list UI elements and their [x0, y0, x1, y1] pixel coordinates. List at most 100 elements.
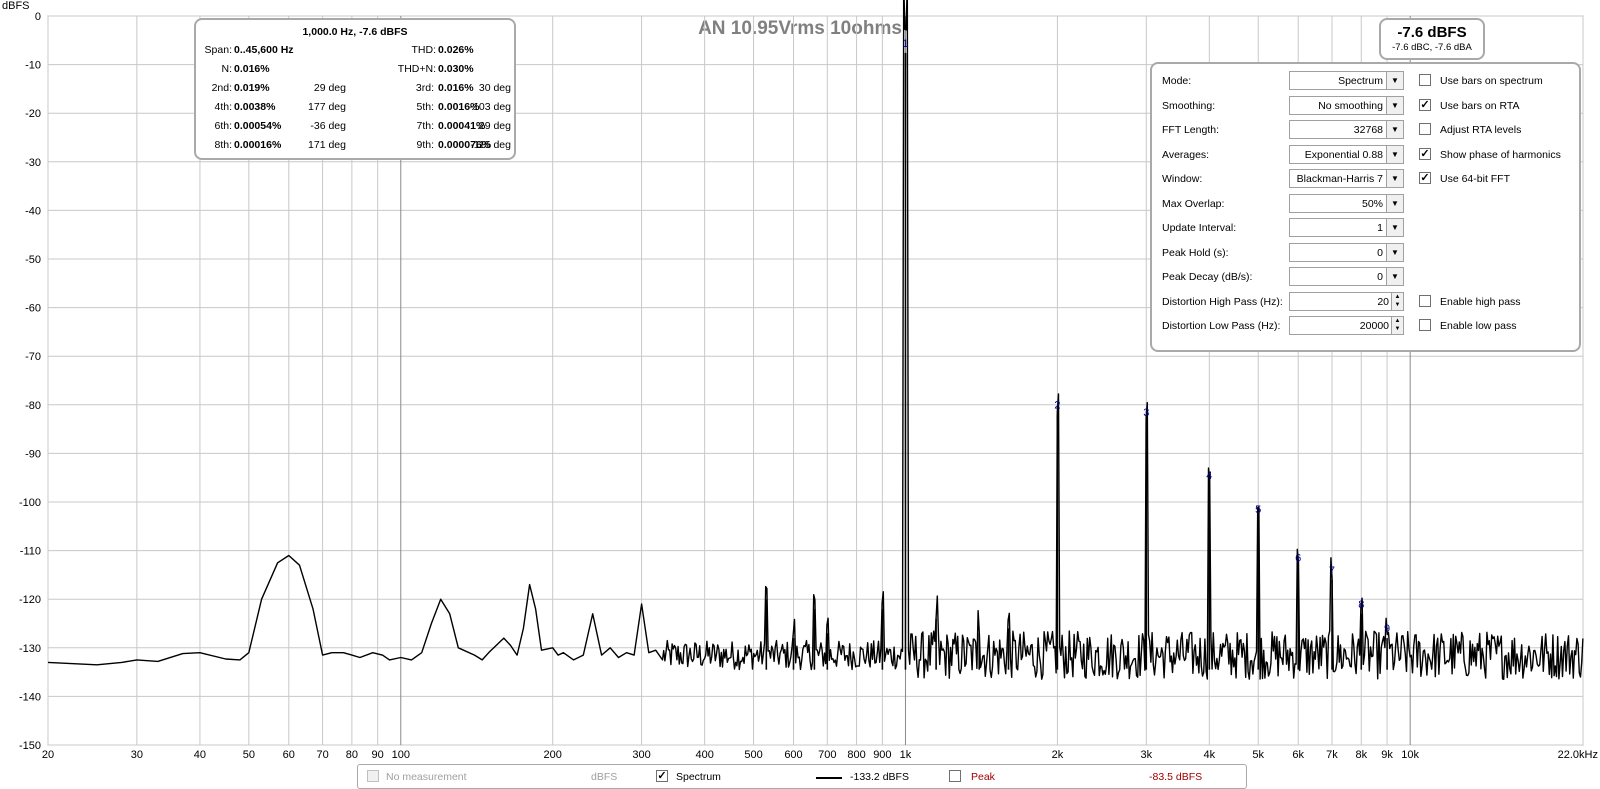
dropdown-arrow-icon[interactable]: ▼: [1386, 72, 1403, 89]
setting-dropdown[interactable]: 0 ▼: [1289, 242, 1404, 262]
harmonic-label: 8th:: [214, 139, 232, 151]
x-tick-label: 5k: [1252, 749, 1264, 761]
setting-checkbox[interactable]: ✓: [1419, 98, 1431, 111]
x-tick-label: 22.0kHz: [1558, 749, 1598, 761]
setting-spinbox[interactable]: 20000 ▲ ▼: [1289, 316, 1404, 335]
setting-dropdown[interactable]: Spectrum ▼: [1289, 71, 1404, 90]
setting-value: 32768: [1353, 124, 1383, 136]
harmonic-label: 9th:: [416, 139, 434, 151]
x-tick-label: 400: [695, 749, 713, 761]
setting-checkbox-label[interactable]: Enable low pass: [1440, 320, 1517, 332]
y-tick-label: -140: [19, 691, 41, 703]
dropdown-arrow-icon[interactable]: ▼: [1386, 268, 1403, 285]
setting-dropdown[interactable]: Blackman-Harris 7 ▼: [1289, 169, 1404, 188]
x-tick-label: 6k: [1292, 749, 1304, 761]
peak-checkbox[interactable]: [949, 770, 961, 782]
y-tick-label: -110: [20, 546, 41, 558]
x-tick-label: 600: [784, 749, 802, 761]
dropdown-arrow-icon[interactable]: ▼: [1386, 194, 1403, 212]
setting-dropdown[interactable]: 0 ▼: [1289, 267, 1404, 286]
harmonic-level: 0.0016%: [438, 101, 480, 113]
spin-arrows-icon[interactable]: ▲ ▼: [1391, 317, 1403, 334]
setting-value: Exponential 0.88: [1304, 148, 1383, 161]
dropdown-arrow-icon[interactable]: ▼: [1386, 121, 1403, 138]
setting-label: Mode:: [1162, 75, 1192, 87]
harmonic-marker-label: 2: [1054, 400, 1060, 412]
setting-label: Max Overlap:: [1162, 197, 1225, 210]
x-tick-label: 7k: [1326, 749, 1338, 761]
setting-checkbox[interactable]: [1419, 74, 1431, 86]
harmonic-marker-label: 8: [1358, 599, 1364, 611]
setting-checkbox-label[interactable]: Use bars on spectrum: [1440, 75, 1543, 87]
setting-checkbox-label[interactable]: Use bars on RTA: [1440, 99, 1520, 112]
setting-checkbox[interactable]: [1419, 294, 1431, 307]
setting-value: Spectrum: [1338, 75, 1383, 87]
setting-value: 20000: [1359, 320, 1389, 332]
dropdown-arrow-icon[interactable]: ▼: [1386, 219, 1403, 236]
harmonic-phase: -103 deg: [469, 101, 511, 113]
chart-ticks: 0 -10 -20 -30 -40 -50 -60 -70 -80 -90 -100 -110 -120…: [19, 11, 1598, 761]
y-tick-label: -150: [19, 740, 41, 752]
thd-label: THD:: [411, 44, 437, 56]
analysis-settings-panel: Mode: Spectrum ▼ Use bars on spectrum Smooth…: [1150, 62, 1581, 352]
harmonic-phase: 171 deg: [308, 139, 346, 151]
setting-dropdown[interactable]: No smoothing ▼: [1289, 95, 1404, 115]
x-tick-label: 2k: [1052, 749, 1064, 761]
setting-spinbox[interactable]: 20 ▲ ▼: [1289, 291, 1404, 311]
setting-dropdown[interactable]: 1 ▼: [1289, 218, 1404, 237]
setting-checkbox[interactable]: ✓: [1419, 147, 1431, 160]
harmonic-marker-label: 1: [902, 38, 908, 50]
chart-title: AN 10.95Vrms 10ohms: [698, 18, 902, 39]
setting-value: 50%: [1361, 197, 1383, 210]
spin-arrows-icon[interactable]: ▲ ▼: [1391, 292, 1403, 310]
dropdown-arrow-icon[interactable]: ▼: [1386, 170, 1403, 187]
settings-row: FFT Length: 32768 ▼ Adjust RTA levels: [1152, 120, 1579, 140]
setting-value: 0: [1377, 246, 1383, 259]
dropdown-arrow-icon[interactable]: ▼: [1386, 243, 1403, 261]
harmonic-phase: 177 deg: [308, 101, 346, 113]
y-tick-label: -50: [25, 254, 41, 266]
setting-dropdown[interactable]: Exponential 0.88 ▼: [1289, 144, 1404, 164]
peak-legend-label: Peak: [971, 771, 995, 783]
x-tick-label: 90: [372, 749, 384, 761]
x-tick-label: 50: [243, 749, 255, 761]
settings-row: Peak Decay (dB/s): 0 ▼: [1152, 267, 1579, 287]
harmonic-labels: 1 2 3 4 5 6 7 8 9: [902, 38, 1390, 635]
setting-dropdown[interactable]: 32768 ▼: [1289, 120, 1404, 139]
setting-checkbox[interactable]: ✓: [1419, 172, 1431, 184]
settings-row: Averages: Exponential 0.88 ▼ ✓ Show phase of…: [1152, 144, 1579, 165]
x-tick-label: 40: [194, 749, 206, 761]
x-tick-label: 800: [847, 749, 865, 761]
harmonic-label: 6th:: [214, 120, 232, 132]
setting-checkbox[interactable]: [1419, 123, 1431, 135]
setting-checkbox-label[interactable]: Use 64-bit FFT: [1440, 173, 1511, 185]
harmonic-level: 0.00016%: [234, 139, 282, 151]
noise-label: N:: [221, 63, 233, 75]
settings-row: Window: Blackman-Harris 7 ▼ ✓ Use 64-bit FFT: [1152, 169, 1579, 189]
dropdown-arrow-icon[interactable]: ▼: [1386, 96, 1403, 114]
x-tick-label: 20: [42, 749, 54, 761]
x-tick-label: 10k: [1401, 749, 1419, 761]
harmonic-phase: 30 deg: [478, 82, 511, 94]
harmonic-level: 0.000076%: [438, 139, 492, 151]
setting-dropdown[interactable]: 50% ▼: [1289, 193, 1404, 213]
y-tick-label: -100: [19, 497, 41, 509]
harmonic-marker-label: 3: [1143, 407, 1149, 419]
x-tick-label: 4k: [1204, 749, 1216, 761]
setting-checkbox-label[interactable]: Enable high pass: [1440, 295, 1521, 308]
harmonic-phase: 29 deg: [313, 82, 346, 94]
harmonic-level: 0.00041%: [438, 120, 486, 132]
x-tick-label: 80: [346, 749, 358, 761]
setting-checkbox-label[interactable]: Adjust RTA levels: [1440, 124, 1522, 136]
harmonic-phase: -36 deg: [310, 120, 346, 132]
dropdown-arrow-icon[interactable]: ▼: [1386, 145, 1403, 163]
spectrum-checkbox[interactable]: ✓: [656, 770, 668, 782]
x-tick-label: 9k: [1381, 749, 1393, 761]
harmonic-row: 6th: 0.00054% -36 deg 7th: 0.00041% 29 deg: [196, 120, 514, 134]
y-tick-label: -70: [25, 351, 41, 363]
setting-checkbox-label[interactable]: Show phase of harmonics: [1440, 148, 1561, 161]
setting-label: FFT Length:: [1162, 124, 1220, 136]
setting-checkbox[interactable]: [1419, 319, 1431, 331]
setting-label: Peak Decay (dB/s):: [1162, 271, 1253, 283]
harmonic-level: 0.016%: [438, 82, 474, 94]
